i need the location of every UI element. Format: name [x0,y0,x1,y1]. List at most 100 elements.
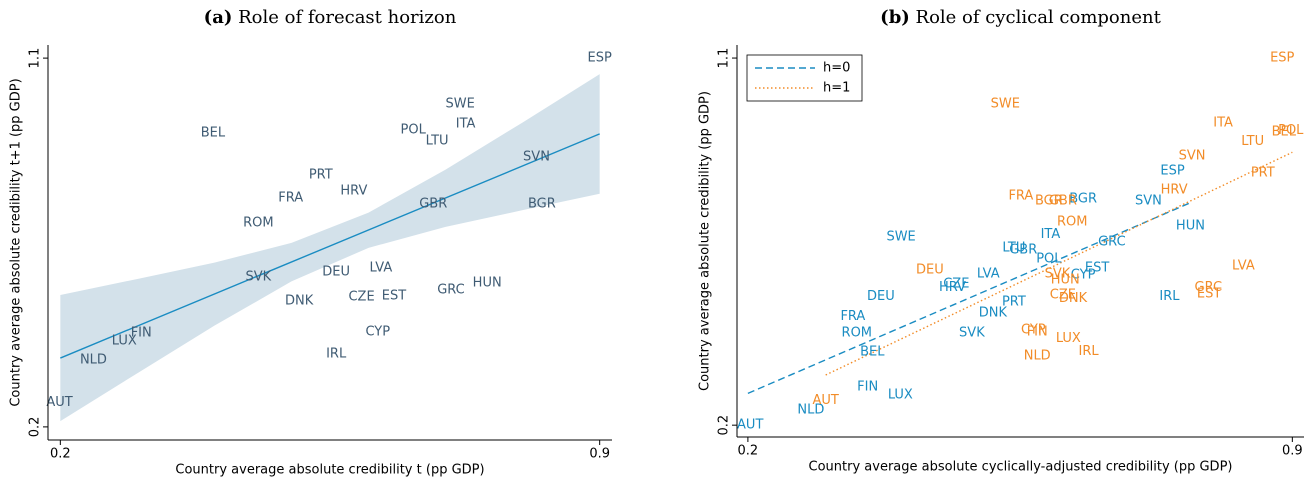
point-label: CYP [1071,268,1096,283]
point-label: SVK [246,269,272,284]
point-label: SVN [1179,148,1206,163]
point-label: CZE [348,289,374,304]
point-label: ITA [1213,115,1233,130]
point-label: GBR [1009,243,1037,258]
point-label: GRC [1195,280,1223,295]
point-label: LTU [1002,241,1025,256]
y-axis-label: Country average absolute credibility t+1… [9,78,24,406]
title-text: Role of cyclical component [916,7,1162,28]
point-label: IRL [1159,289,1180,304]
point-label: FIN [857,380,878,395]
point-label: AUT [46,395,72,410]
point-label: PRT [1002,294,1026,309]
point-label: HRV [939,280,966,295]
point-label: LVA [1232,259,1255,274]
point-label: DEU [867,289,895,304]
point-label: ESP [588,51,612,66]
point-label: LUX [1056,331,1081,346]
point-label: FIN [1027,325,1048,340]
y-axis-label: Country average absolute credibility (pp… [698,91,713,391]
title-text: Role of forecast horizon [238,7,457,28]
point-label: SVN [523,149,550,164]
point-label: GBR [419,196,447,211]
legend-label: h=0 [823,61,850,76]
point-label: LTU [1241,134,1264,149]
point-label: HRV [340,183,367,198]
point-label: POL [401,123,427,138]
point-label: PRT [309,167,333,182]
point-label: AUT [737,418,763,433]
point-label: IRL [1079,344,1100,359]
point-label: ROM [1057,215,1087,230]
point-label: CZE [943,277,969,292]
point-label: DEU [322,265,350,280]
point-label: ESP [1160,164,1184,179]
point-label: SWE [886,230,915,245]
panel-label: (a) [204,7,233,28]
point-label: NLD [797,403,824,418]
point-label: ESP [1270,51,1294,66]
point-label: BEL [1272,124,1297,139]
point-label: LVA [977,267,1000,282]
legend-box [746,54,863,102]
y-tick-label: 1.1 [28,48,43,69]
point-label: ITA [456,117,476,132]
point-label: DNK [285,294,314,309]
x-tick-label: 0.9 [1282,444,1303,459]
y-tick-label: 0.2 [717,415,732,436]
point-label: GBR [1049,194,1077,209]
point-label: CYP [1021,323,1046,338]
x-tick-label: 0.2 [738,444,759,459]
point-label: SWE [991,97,1020,112]
x-axis-label: Country average absolute credibility t (… [175,463,484,478]
panel-title: (b) Role of cyclical component [880,7,1161,28]
point-label: BGR [528,196,556,211]
point-label: LTU [426,133,449,148]
point-label: EST [1197,287,1221,302]
point-label: LUX [888,387,913,402]
point-label: EST [382,288,406,303]
fit-line [60,133,600,359]
point-label: GRC [437,283,465,298]
point-label: SWE [446,97,475,112]
point-label: FRA [278,190,303,205]
point-label: POL [1278,123,1304,138]
panel-title: (a) Role of forecast horizon [204,7,457,28]
point-label: FRA [840,309,865,324]
point-label: LVA [369,260,392,275]
point-label: GRC [1098,235,1126,250]
point-label: SVK [1045,267,1071,282]
fit-line [747,201,1193,394]
legend-label: h=1 [823,81,850,96]
point-label: EST [1085,261,1109,276]
point-label: BGR [1035,194,1063,209]
point-label: BEL [860,345,885,360]
point-label: HUN [473,276,502,291]
point-label: POL [1036,252,1062,267]
point-label: IRL [326,346,347,361]
point-label: HRV [1161,183,1188,198]
point-label: CZE [1050,288,1076,303]
panel-label: (b) [880,7,910,28]
point-label: ROM [842,325,872,340]
point-label: NLD [1024,349,1051,364]
point-label: NLD [80,353,107,368]
point-label: SVN [1135,194,1162,209]
point-label: LUX [112,333,137,348]
point-label: DEU [916,263,944,278]
point-label: HUN [1176,219,1205,234]
point-label: HUN [1051,272,1080,287]
point-label: DNK [979,305,1008,320]
point-label: FIN [131,326,152,341]
point-label: AUT [812,393,838,408]
y-tick-label: 1.1 [717,48,732,69]
point-label: BEL [201,126,226,141]
point-label: PRT [1251,166,1275,181]
point-label: CYP [365,324,390,339]
x-tick-label: 0.9 [589,447,610,462]
x-axis-label: Country average absolute cyclically-adju… [809,460,1233,475]
point-label: ROM [243,215,273,230]
point-label: ITA [1041,227,1061,242]
